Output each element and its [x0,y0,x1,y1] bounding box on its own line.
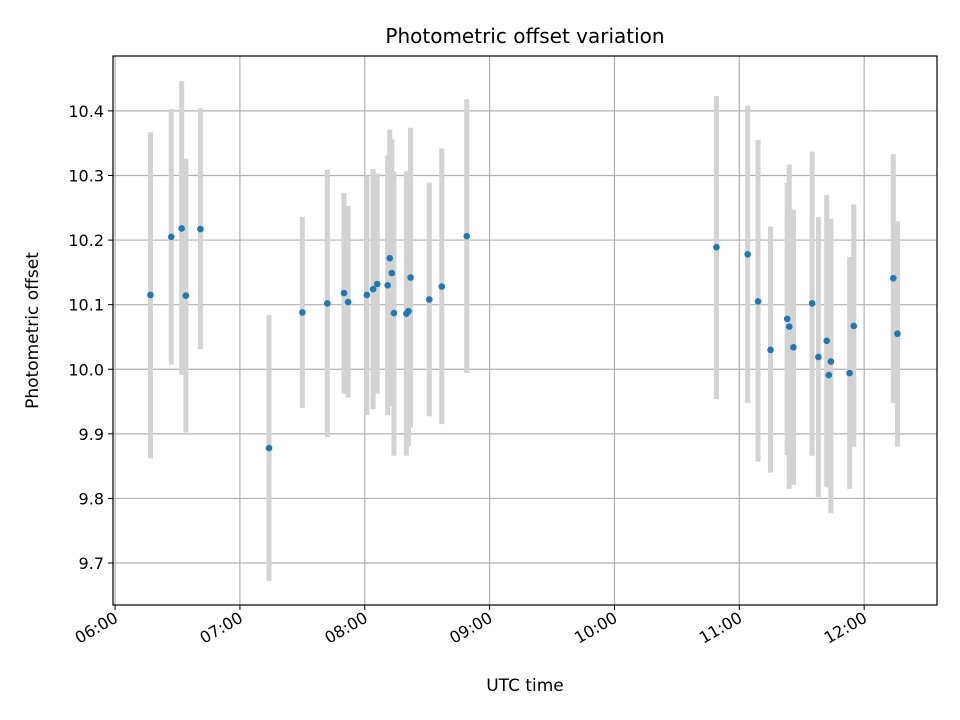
data-point [344,298,352,306]
data-point [147,291,154,299]
data-points [147,225,901,452]
data-point [783,315,791,323]
data-point [373,280,381,288]
data-point [390,309,398,317]
data-point [767,346,774,354]
data-point [754,298,762,305]
y-axis-label: Photometric offset [23,252,43,409]
data-point [178,225,185,232]
data-point [438,283,446,290]
data-point [713,243,720,251]
x-tick-label: 07:00 [196,608,245,648]
data-point [890,274,897,282]
x-tick-label: 10:00 [571,608,620,648]
x-tick-label: 12:00 [821,608,870,648]
data-point [808,300,816,307]
data-point [850,322,858,330]
x-tick-label: 08:00 [321,608,370,648]
data-point [744,250,751,258]
grid [113,56,937,605]
data-point [324,300,331,307]
data-point [425,296,433,303]
data-point [197,225,204,233]
data-point [265,444,273,452]
y-tick-label: 10.2 [68,231,104,250]
x-tick-label: 11:00 [696,608,745,648]
data-point [388,269,396,277]
data-point [299,309,306,316]
data-point [369,285,377,293]
error-bars [147,81,900,582]
data-point [846,369,853,377]
data-point [182,292,190,299]
data-point [825,371,833,379]
data-point [407,274,414,281]
data-point [384,281,391,289]
y-tick-label: 10.3 [68,166,104,185]
y-tick-label: 10.0 [68,360,104,379]
data-point [815,353,822,361]
x-tick-label: 09:00 [446,608,495,648]
data-point [405,307,412,315]
data-point [463,232,471,240]
data-point [785,323,793,330]
y-tick-label: 10.1 [68,296,104,315]
plot-frame [112,55,938,606]
data-point [340,289,348,297]
data-point [894,330,901,338]
data-point [827,358,835,365]
y-tick-label: 9.8 [79,489,104,508]
x-tick-label: 06:00 [72,608,121,648]
chart-title: Photometric offset variation [385,24,664,48]
data-point [823,337,831,345]
y-tick-label: 10.4 [68,102,104,121]
data-point [167,233,175,241]
x-axis-label: UTC time [486,676,564,696]
y-tick-label: 9.7 [79,554,104,573]
data-point [386,254,394,262]
data-point [790,343,797,351]
y-tick-label: 9.9 [79,425,104,444]
data-point [363,291,371,299]
